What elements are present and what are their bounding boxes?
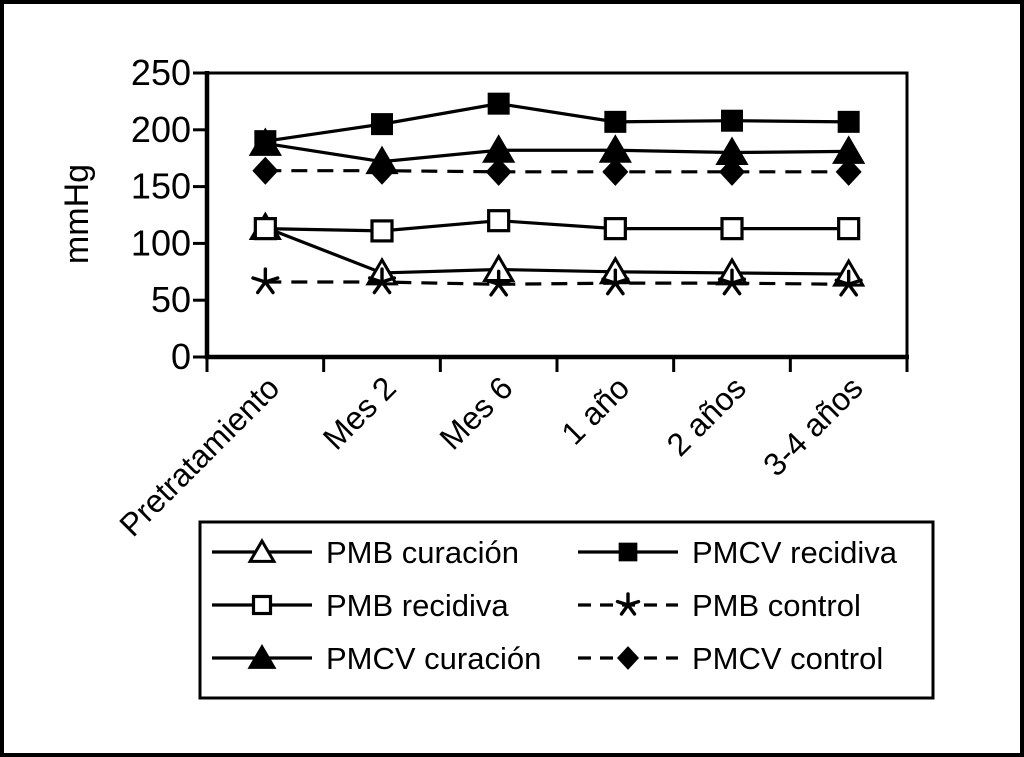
star-spoke bbox=[613, 277, 630, 285]
star-spoke bbox=[730, 277, 747, 285]
legend-marker-pmb-curaci-n bbox=[247, 537, 277, 563]
marker-pmcv-recidiva bbox=[371, 113, 393, 136]
legend-marker-pmcv-recidiva bbox=[618, 542, 638, 562]
y-axis-title: mmHg bbox=[58, 164, 96, 264]
star-spoke bbox=[846, 278, 863, 286]
marker-pmcv-control bbox=[602, 157, 629, 186]
star-spoke bbox=[496, 278, 513, 286]
legend-label-pmcv-curaci-n: PMCV curación bbox=[326, 641, 541, 676]
x-axis-label: 3-4 años bbox=[756, 369, 870, 483]
marker-pmcv-control bbox=[369, 156, 395, 185]
legend-label-pmb-control: PMB control bbox=[692, 588, 861, 623]
star-spoke bbox=[263, 276, 280, 284]
y-tick-label: 100 bbox=[131, 222, 191, 263]
star-spoke bbox=[846, 282, 859, 297]
marker-pmb-control bbox=[484, 269, 513, 297]
marker-pmb-control bbox=[367, 267, 397, 295]
star-spoke bbox=[605, 281, 618, 296]
x-axis-label: 1 año bbox=[554, 369, 636, 451]
star-spoke bbox=[263, 280, 275, 295]
y-tick-label: 150 bbox=[131, 166, 191, 207]
chart-svg: 0 50 100 150 200 250 Pretratamiento Mes 2 Mes 6 1… bbox=[58, 52, 935, 700]
legend-label-pmcv-control: PMCV control bbox=[692, 641, 883, 676]
series-line-pmcv-curaci-n bbox=[265, 141, 849, 164]
marker-pmb-recidiva bbox=[720, 217, 744, 241]
legend-label-pmb-curaci-n: PMB curación bbox=[326, 535, 519, 570]
star-spoke bbox=[367, 276, 384, 284]
marker-pmb-recidiva bbox=[837, 217, 861, 241]
star-spoke bbox=[484, 278, 501, 286]
star-spoke bbox=[380, 280, 392, 295]
marker-pmcv-control bbox=[252, 156, 279, 185]
star-spoke bbox=[626, 599, 641, 607]
series-line-pmcv-recidiva bbox=[265, 102, 849, 143]
legend-marker-pmcv-curaci-n bbox=[247, 643, 277, 669]
marker-pmb-control bbox=[717, 268, 747, 296]
marker-pmb-control bbox=[601, 268, 630, 296]
star-spoke bbox=[615, 599, 630, 607]
star-spoke bbox=[619, 603, 630, 616]
y-tick-label: 50 bbox=[151, 279, 191, 320]
marker-pmb-recidiva bbox=[603, 217, 627, 241]
star-spoke bbox=[255, 280, 268, 295]
series-line-pmb-recidiva bbox=[265, 219, 849, 233]
marker-pmb-recidiva bbox=[253, 217, 277, 241]
y-tick-label: 0 bbox=[171, 336, 191, 377]
legend-marker-pmb-recidiva bbox=[251, 594, 273, 616]
star-spoke bbox=[489, 282, 501, 297]
marker-pmcv-recidiva bbox=[837, 110, 860, 133]
legend-box bbox=[198, 520, 935, 700]
marker-pmb-recidiva bbox=[370, 219, 394, 243]
star-spoke bbox=[626, 603, 637, 616]
legend-label-pmcv-recidiva: PMCV recidiva bbox=[692, 535, 898, 570]
star-spoke bbox=[372, 280, 384, 295]
plot-border bbox=[205, 71, 909, 359]
series-line-pmb-control bbox=[265, 280, 849, 286]
series-line-pmb-curaci-n bbox=[264, 226, 849, 276]
marker-pmcv-recidiva bbox=[604, 110, 627, 133]
star-spoke bbox=[496, 282, 509, 297]
marker-pmcv-recidiva bbox=[487, 92, 510, 115]
legend-marker-pmb-control bbox=[615, 592, 641, 616]
marker-pmcv-control bbox=[485, 157, 512, 186]
marker-pmcv-recidiva bbox=[254, 130, 277, 153]
marker-pmcv-control bbox=[719, 157, 745, 186]
series-line-pmcv-control bbox=[265, 169, 849, 174]
x-axis-label: Mes 2 bbox=[316, 369, 403, 456]
legend-label-pmb-recidiva: PMB recidiva bbox=[326, 588, 509, 623]
x-axis-label: Mes 6 bbox=[433, 369, 520, 456]
x-axis-label: 2 años bbox=[660, 369, 753, 462]
marker-pmb-control bbox=[834, 269, 863, 297]
star-spoke bbox=[839, 282, 851, 297]
legend-marker-pmcv-control bbox=[616, 646, 640, 670]
marker-pmb-recidiva bbox=[487, 209, 511, 233]
star-spoke bbox=[613, 281, 625, 296]
star-spoke bbox=[717, 277, 734, 285]
star-spoke bbox=[380, 276, 397, 284]
star-spoke bbox=[722, 281, 734, 296]
y-tick-label: 250 bbox=[131, 52, 191, 93]
marker-pmcv-control bbox=[835, 157, 862, 186]
marker-pmb-control bbox=[251, 267, 280, 295]
x-axis-label: Pretratamiento bbox=[112, 369, 286, 543]
marker-pmcv-recidiva bbox=[721, 109, 743, 132]
star-spoke bbox=[730, 281, 742, 296]
y-tick-label: 200 bbox=[131, 109, 191, 150]
star-spoke bbox=[601, 277, 618, 285]
star-spoke bbox=[251, 276, 268, 284]
star-spoke bbox=[834, 278, 851, 286]
